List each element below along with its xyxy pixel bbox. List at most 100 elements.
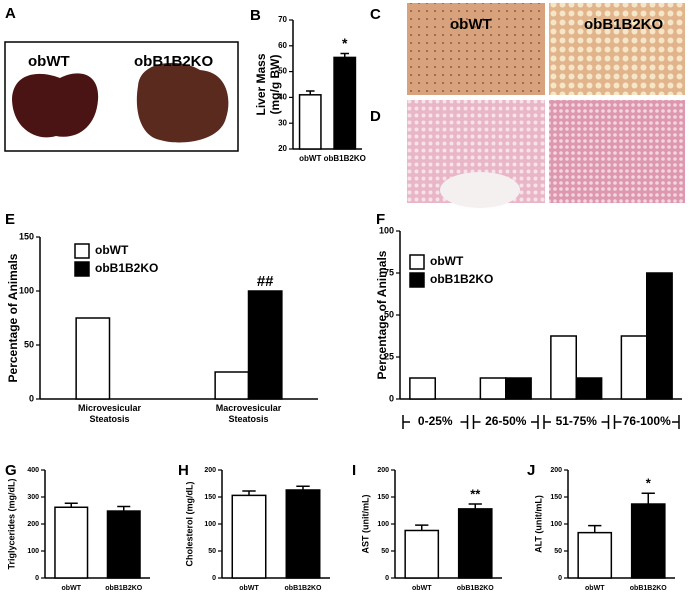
y-tick-label: 0: [29, 393, 34, 403]
bar: [620, 335, 648, 400]
y-tick-label: 200: [27, 521, 39, 528]
y-tick-label: 50: [384, 309, 394, 319]
x-tick-label: obWT: [239, 585, 259, 592]
bar: [577, 531, 613, 579]
significance-annotation: *: [646, 476, 652, 491]
y-tick-label: 100: [19, 285, 34, 295]
bar: [298, 94, 322, 150]
bar: [247, 290, 283, 400]
error-bar: [415, 524, 429, 531]
error-bar: [296, 485, 310, 490]
liver-photo: [136, 62, 229, 143]
bar: [106, 510, 141, 579]
histology-photo: [407, 3, 545, 95]
x-tick-label: obB1B2KO: [285, 585, 323, 592]
y-tick-label: 20: [278, 144, 287, 153]
error-bar: [64, 502, 78, 508]
y-tick-label: 70: [278, 15, 287, 24]
x-tick-label: obB1B2KO: [324, 154, 366, 163]
bar: [231, 494, 267, 579]
x-tick-label: 26-50%: [485, 414, 527, 428]
y-tick-label: 50: [24, 339, 34, 349]
legend-label: obB1B2KO: [430, 272, 493, 286]
legend-label: obWT: [95, 243, 129, 257]
y-tick-label: 150: [204, 494, 216, 501]
error-bar: [588, 524, 602, 533]
y-axis-label: (mg/g BW): [268, 55, 282, 115]
y-tick-label: 25: [384, 351, 394, 361]
y-tick-label: 75: [384, 267, 394, 277]
y-tick-label: 0: [558, 575, 562, 582]
category-bracket: [543, 415, 610, 429]
bar: [333, 56, 357, 150]
y-tick-label: 60: [278, 41, 287, 50]
bar: [457, 508, 493, 579]
panel-letter: A: [5, 5, 16, 22]
error-bar: [117, 505, 131, 512]
x-tick-label: obWT: [412, 585, 432, 592]
y-tick-label: 50: [208, 548, 216, 555]
photo-label: obB1B2KO: [134, 53, 214, 70]
legend-label: obB1B2KO: [95, 261, 158, 275]
y-axis-label: Percentage of Animals: [375, 250, 389, 379]
x-tick-label: obB1B2KO: [105, 585, 143, 592]
category-bracket: [402, 415, 469, 429]
category-bracket: [472, 415, 539, 429]
y-axis-label: Liver Mass: [254, 53, 268, 115]
y-tick-label: 50: [278, 67, 287, 76]
y-tick-label: 100: [377, 521, 389, 528]
y-axis-label: Triglycerides (mg/dL): [6, 478, 16, 569]
y-tick-label: 40: [278, 93, 287, 102]
y-tick-label: 50: [554, 548, 562, 555]
y-tick-label: 100: [379, 225, 394, 235]
panel-letter: E: [5, 211, 15, 228]
x-tick-label: obB1B2KO: [457, 585, 495, 592]
bar: [505, 377, 532, 400]
x-tick-label: obWT: [62, 585, 82, 592]
y-tick-label: 0: [389, 393, 394, 403]
x-tick-label: obWT: [585, 585, 605, 592]
x-tick-label: Macrovesicular Steatosis: [216, 403, 282, 424]
y-tick-label: 100: [550, 521, 562, 528]
bar: [409, 377, 436, 400]
y-axis-label: Percentage of Animals: [6, 253, 20, 382]
panel-letter: G: [5, 462, 17, 479]
x-tick-label: 76-100%: [623, 414, 671, 428]
legend-swatch: [409, 272, 425, 288]
y-tick-label: 200: [377, 467, 389, 474]
photo-label: obB1B2KO: [584, 16, 664, 33]
y-tick-label: 400: [27, 467, 39, 474]
legend-swatch: [74, 261, 90, 277]
histology-photo: [549, 100, 685, 203]
panel-letter: I: [352, 462, 356, 479]
x-tick-label: 0-25%: [418, 414, 453, 428]
y-tick-label: 150: [550, 494, 562, 501]
x-tick-label: obB1B2KO: [630, 585, 668, 592]
y-tick-label: 0: [385, 575, 389, 582]
panel-letter: B: [250, 7, 261, 24]
y-tick-label: 300: [27, 494, 39, 501]
y-tick-label: 100: [204, 521, 216, 528]
bar: [214, 371, 250, 400]
histology-photo: [440, 172, 520, 208]
bar: [285, 489, 321, 579]
x-tick-label: 51-75%: [556, 414, 598, 428]
bar: [404, 529, 440, 579]
liver-photo: [12, 73, 99, 138]
legend-swatch: [409, 254, 425, 270]
y-axis-label: AST (unit/mL): [360, 495, 370, 554]
x-tick-label: obWT: [299, 154, 321, 163]
panel-letter: D: [370, 108, 381, 125]
bar: [479, 377, 507, 400]
significance-annotation: ##: [257, 273, 274, 290]
legend-label: obWT: [430, 254, 464, 268]
y-tick-label: 0: [212, 575, 216, 582]
panel-letter: C: [370, 6, 381, 23]
y-tick-label: 200: [550, 467, 562, 474]
bar: [75, 317, 111, 400]
y-tick-label: 50: [381, 548, 389, 555]
bar: [630, 503, 666, 579]
y-axis-label: ALT (unit/mL): [533, 495, 543, 553]
photo-label: obWT: [28, 53, 70, 70]
